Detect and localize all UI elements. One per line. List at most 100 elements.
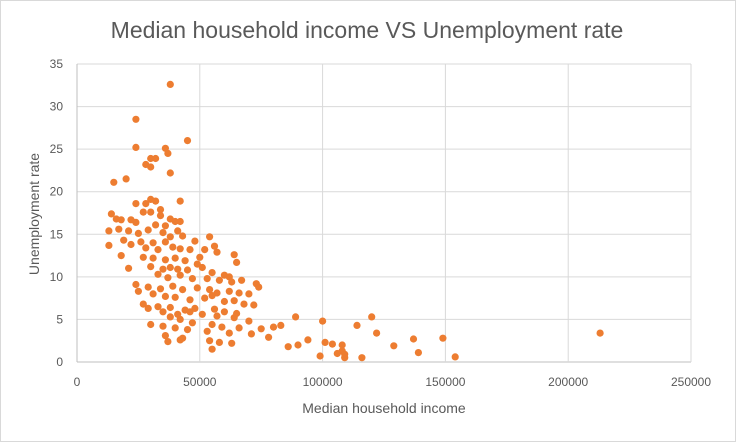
- data-point: [451, 353, 459, 361]
- data-point: [206, 233, 214, 241]
- chart-title: Median household income VS Unemployment …: [111, 17, 624, 43]
- data-point: [186, 308, 194, 316]
- data-point: [174, 265, 182, 273]
- data-point: [319, 317, 327, 325]
- data-point: [206, 286, 214, 294]
- data-point: [215, 276, 223, 284]
- y-tick-label: 0: [56, 355, 63, 369]
- y-axis-title: Unemployment rate: [26, 153, 42, 275]
- data-point: [210, 242, 219, 250]
- data-point: [183, 326, 192, 334]
- data-point: [341, 354, 349, 362]
- data-point: [161, 256, 169, 264]
- data-point: [228, 339, 236, 347]
- data-point: [164, 274, 172, 282]
- data-point: [277, 321, 285, 329]
- data-point: [156, 206, 165, 214]
- data-point: [144, 304, 152, 312]
- data-point: [201, 246, 209, 254]
- data-point: [159, 229, 167, 237]
- data-point: [409, 335, 418, 343]
- data-point: [110, 178, 118, 186]
- data-point: [137, 238, 145, 246]
- data-point: [152, 197, 160, 205]
- data-point: [240, 300, 248, 308]
- data-point: [117, 216, 125, 224]
- data-point: [215, 338, 223, 346]
- data-point: [132, 218, 140, 226]
- x-axis-tick-labels: 0 50000 100000 150000 200000 250000: [74, 375, 712, 389]
- data-point: [127, 240, 135, 249]
- data-point: [122, 175, 130, 183]
- data-point: [235, 324, 243, 332]
- data-point: [176, 197, 184, 205]
- data-point: [255, 283, 263, 291]
- data-point: [166, 263, 174, 272]
- data-point: [132, 280, 140, 289]
- data-point: [142, 244, 150, 252]
- data-point: [147, 263, 155, 271]
- data-point: [149, 254, 157, 262]
- data-point: [179, 232, 187, 240]
- data-point: [245, 317, 253, 325]
- data-point: [228, 278, 236, 286]
- data-point: [152, 154, 160, 163]
- data-point: [105, 241, 113, 249]
- data-point: [105, 227, 113, 235]
- data-point: [164, 149, 172, 157]
- data-point: [321, 338, 329, 346]
- data-point: [353, 321, 361, 329]
- y-tick-label: 30: [50, 100, 64, 114]
- data-point: [174, 227, 182, 235]
- data-point: [181, 257, 189, 265]
- data-point: [220, 308, 228, 316]
- data-point: [208, 292, 216, 300]
- data-point: [171, 293, 179, 301]
- data-point: [245, 290, 253, 298]
- data-point: [390, 342, 398, 350]
- data-point: [161, 332, 169, 340]
- data-point: [164, 338, 172, 346]
- data-point: [333, 349, 341, 358]
- data-point: [152, 221, 160, 229]
- data-point: [159, 322, 167, 330]
- data-point: [139, 208, 147, 216]
- data-point: [144, 283, 152, 291]
- x-tick-label: 150000: [425, 375, 465, 389]
- data-point: [220, 297, 228, 306]
- data-point: [183, 266, 192, 274]
- data-point: [186, 246, 194, 254]
- data-point: [166, 169, 174, 177]
- data-point: [132, 143, 140, 151]
- data-point: [284, 343, 292, 351]
- data-point: [250, 301, 258, 309]
- data-point: [171, 254, 179, 262]
- data-point: [208, 320, 216, 329]
- data-point: [188, 319, 196, 327]
- data-point: [186, 296, 194, 304]
- data-point: [218, 323, 226, 331]
- y-tick-label: 25: [50, 142, 64, 156]
- data-point: [439, 334, 447, 342]
- data-point: [316, 352, 324, 360]
- data-point: [169, 282, 177, 290]
- data-point: [166, 233, 174, 241]
- data-point: [294, 341, 302, 349]
- data-points: [105, 80, 604, 362]
- data-point: [149, 290, 157, 298]
- data-point: [265, 333, 273, 341]
- data-point: [142, 200, 150, 208]
- data-point: [176, 217, 184, 226]
- data-point: [144, 226, 152, 234]
- data-point: [176, 245, 184, 253]
- data-point: [156, 285, 165, 293]
- data-point: [230, 314, 238, 322]
- data-point: [203, 327, 211, 335]
- data-point: [154, 246, 162, 254]
- data-point: [193, 284, 201, 292]
- data-point: [208, 345, 216, 353]
- data-point: [203, 275, 211, 283]
- data-point: [188, 275, 196, 283]
- x-tick-label: 200000: [548, 375, 588, 389]
